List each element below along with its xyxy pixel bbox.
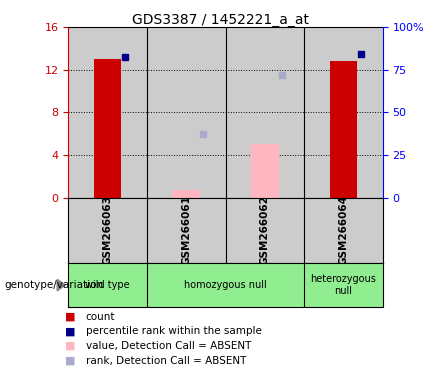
Text: ■: ■: [65, 326, 76, 336]
Bar: [330, 61, 357, 198]
Text: ■: ■: [65, 341, 76, 351]
Bar: [147, 27, 226, 198]
Text: heterozygous
null: heterozygous null: [311, 274, 376, 296]
Text: GSM266063: GSM266063: [103, 195, 113, 265]
Text: GDS3387 / 1452221_a_at: GDS3387 / 1452221_a_at: [132, 13, 308, 27]
Text: homozygous null: homozygous null: [184, 280, 267, 290]
Bar: [68, 263, 147, 307]
Bar: [94, 59, 121, 198]
Bar: [251, 144, 279, 198]
Text: GSM266062: GSM266062: [260, 195, 270, 265]
Text: GSM266064: GSM266064: [338, 195, 348, 265]
Text: ■: ■: [65, 356, 76, 366]
FancyArrow shape: [57, 280, 65, 291]
Bar: [147, 263, 304, 307]
Text: value, Detection Call = ABSENT: value, Detection Call = ABSENT: [86, 341, 251, 351]
Text: ■: ■: [65, 312, 76, 322]
Text: rank, Detection Call = ABSENT: rank, Detection Call = ABSENT: [86, 356, 246, 366]
Text: genotype/variation: genotype/variation: [4, 280, 103, 290]
Bar: [68, 27, 147, 198]
Bar: [304, 27, 383, 198]
Text: wild type: wild type: [85, 280, 130, 290]
Text: percentile rank within the sample: percentile rank within the sample: [86, 326, 262, 336]
Bar: [172, 190, 200, 198]
Bar: [304, 263, 383, 307]
Text: count: count: [86, 312, 115, 322]
Text: GSM266061: GSM266061: [181, 195, 191, 265]
Bar: [226, 27, 304, 198]
